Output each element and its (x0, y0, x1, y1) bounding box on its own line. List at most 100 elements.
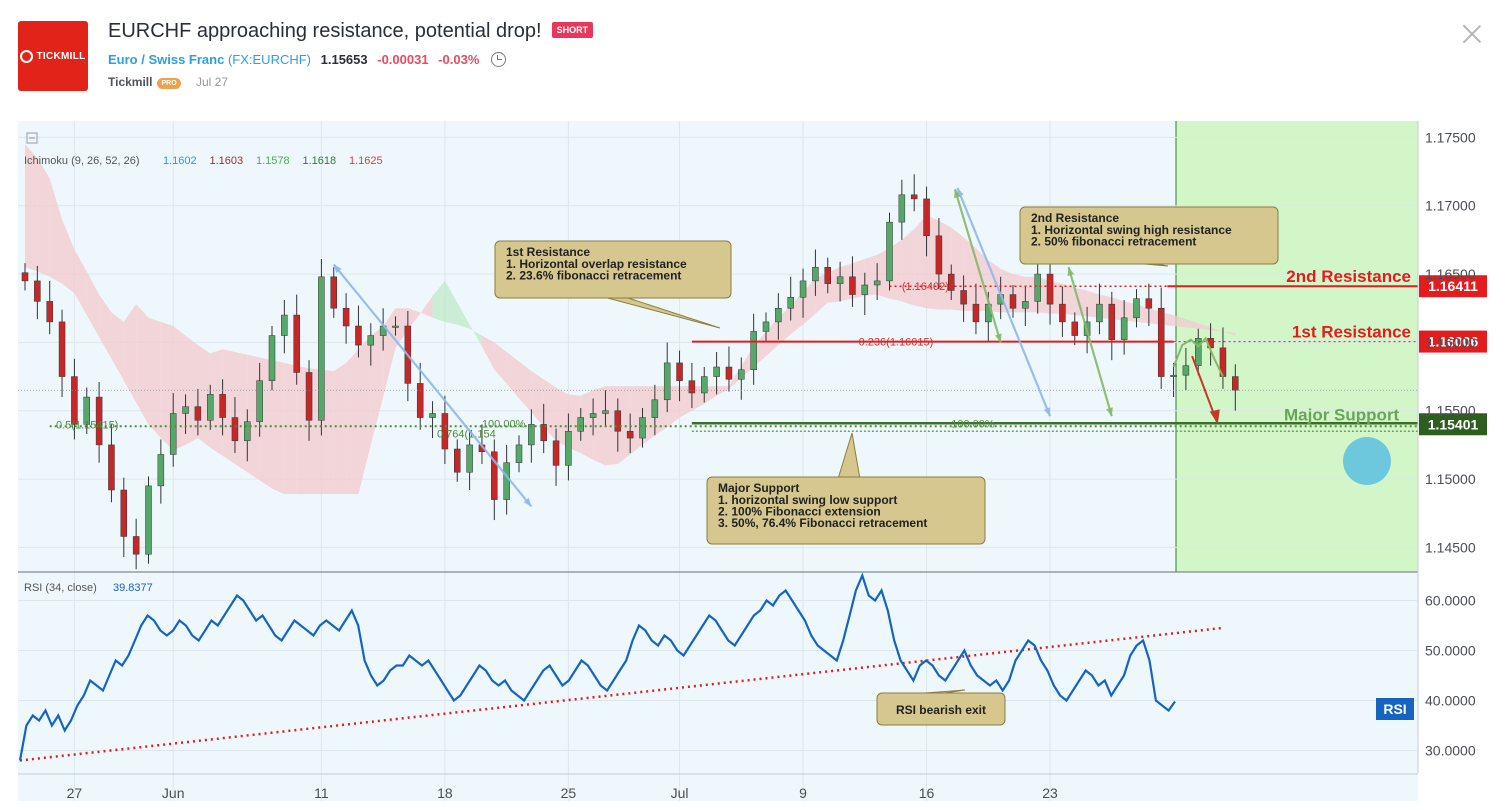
price-tick-5: 1.17000 (1425, 198, 1476, 214)
cloud-segment-9 (136, 304, 149, 425)
price-tick-4: 1.16500 (1425, 266, 1476, 282)
symbol-code[interactable]: (FX:EURCHF) (227, 52, 311, 67)
candle-27 (355, 305, 362, 358)
symbol-name-link[interactable]: Euro / Swiss Franc (108, 52, 225, 67)
cloud-segment-7 (111, 312, 124, 381)
alarm-clock-icon[interactable] (491, 52, 507, 67)
drag-handle[interactable] (1343, 437, 1391, 485)
level-1st-resistance-label: 1st Resistance (1292, 323, 1411, 342)
candle-13 (182, 394, 189, 434)
ichimoku-value-2: 1.1578 (256, 155, 290, 167)
symbol-price: 1.15653 (320, 52, 368, 67)
rsi-value: 39.8377 (113, 582, 153, 594)
cloud-segment-2 (49, 178, 63, 284)
cloud-segment-35 (457, 302, 470, 329)
ichimoku-value-3: 1.1618 (303, 155, 337, 167)
price-axis: 1.14500 1.15000 1.15500 1.16000 1.16500 1.170… (1425, 129, 1476, 555)
candle-35 (454, 439, 461, 482)
svg-text:1.16006: 1.16006 (1428, 334, 1479, 350)
callout-rsi-exit[interactable]: RSI bearish exit (876, 689, 1006, 726)
price-tick-2: 1.15500 (1425, 403, 1476, 419)
rsi-tick-2: 50.0000 (1425, 643, 1476, 659)
cloud-segment-97 (1222, 331, 1236, 336)
cloud-segment-60 (766, 317, 779, 357)
candle-21 (281, 300, 288, 354)
cloud-segment-5 (86, 271, 100, 337)
cloud-segment-13 (185, 335, 198, 445)
price-badge-0: 1.16411 (1419, 275, 1487, 298)
rsi-axis: 30.0000 40.0000 50.0000 60.0000 RSI (1376, 593, 1476, 759)
candle-33 (429, 401, 436, 439)
cloud-segment-33 (432, 280, 445, 322)
symbol-change-percent: -0.03% (438, 52, 480, 67)
candle-45 (577, 408, 584, 441)
time-tick-6: 9 (799, 785, 807, 801)
swing-arrow-2 (953, 189, 1002, 343)
callout-line-1-1: 2. 50% fibonacci retracement (1031, 235, 1196, 249)
candle-81 (1022, 286, 1029, 326)
candle-19 (256, 362, 263, 437)
rsi-callout-text: RSI bearish exit (896, 703, 986, 717)
cloud-segment-3 (62, 219, 75, 294)
cloud-segment-31 (407, 308, 421, 331)
candle-77 (972, 283, 980, 335)
candle-5 (83, 387, 90, 434)
candle-7 (108, 424, 115, 503)
price-badge-2: 1.15401 (1419, 413, 1487, 436)
candle-9 (132, 518, 140, 570)
rsi-tick-0: 30.0000 (1425, 743, 1476, 759)
rsi-line (18, 572, 1176, 761)
candle-22 (293, 294, 300, 385)
callout-line-2-2: 3. 50%, 76.4% Fibonacci retracement (718, 516, 927, 530)
candle-69 (873, 263, 881, 301)
ichimoku-legend: Ichimoku (9, 26, 52, 26) 1.1602 1.1603 1.15… (24, 155, 383, 167)
candle-63 (799, 268, 807, 318)
cloud-segment-4 (74, 249, 87, 316)
candle-64 (812, 249, 819, 296)
author-name[interactable]: Tickmill (108, 75, 153, 89)
cloud-segment-20 (272, 360, 285, 495)
candle-43 (552, 428, 560, 486)
cloud-segment-85 (1074, 287, 1088, 317)
projection-arrow (1191, 355, 1220, 425)
idea-header: TICKMILL EURCHF approaching resistance, … (0, 0, 1505, 118)
level-major-support-label: Major Support (1284, 405, 1400, 424)
candle-80 (1009, 285, 1017, 318)
time-tick-7: 16 (919, 785, 935, 801)
candle-4 (71, 358, 78, 440)
key-levels: 2nd Resistance 1st Resistance Major Suppor… (49, 267, 1487, 440)
close-icon[interactable] (1462, 24, 1482, 44)
candle-52 (663, 342, 671, 413)
candle-32 (416, 362, 424, 430)
fib-label-3: 0.5(1.15415) (56, 419, 118, 431)
cloud-segment-46 (593, 386, 606, 466)
candle-40 (515, 435, 523, 473)
cloud-segment-17 (234, 351, 248, 473)
time-tick-2: 11 (314, 785, 329, 801)
candle-65 (824, 257, 831, 294)
candle-6 (95, 382, 103, 463)
rsi-badge: RSI (1376, 698, 1414, 720)
candle-59 (750, 313, 757, 385)
candle-76 (960, 275, 967, 322)
candle-74 (935, 218, 943, 290)
candle-67 (849, 256, 856, 307)
short-badge: SHORT (551, 22, 594, 38)
ichimoku-value-1: 1.1603 (210, 155, 244, 167)
svg-text:RSI: RSI (1383, 701, 1406, 717)
candle-20 (268, 326, 276, 391)
ichimoku-value-4: 1.1625 (349, 155, 383, 167)
chart-area[interactable]: 2nd Resistance 1st Resistance Major Suppor… (0, 118, 1505, 810)
candle-49 (626, 413, 634, 454)
callout-line-0-0: 1. Horizontal overlap resistance (506, 257, 687, 271)
cloud-segment-32 (420, 295, 433, 318)
symbol-line: Euro / Swiss Franc (FX:EURCHF) 1.15653 -… (108, 52, 507, 67)
candles (18, 174, 1418, 570)
author-line: Tickmill PRO Jul 27 (108, 75, 228, 89)
collapse-legend-icon[interactable] (26, 132, 38, 144)
tickmill-logo[interactable]: TICKMILL (18, 21, 88, 91)
